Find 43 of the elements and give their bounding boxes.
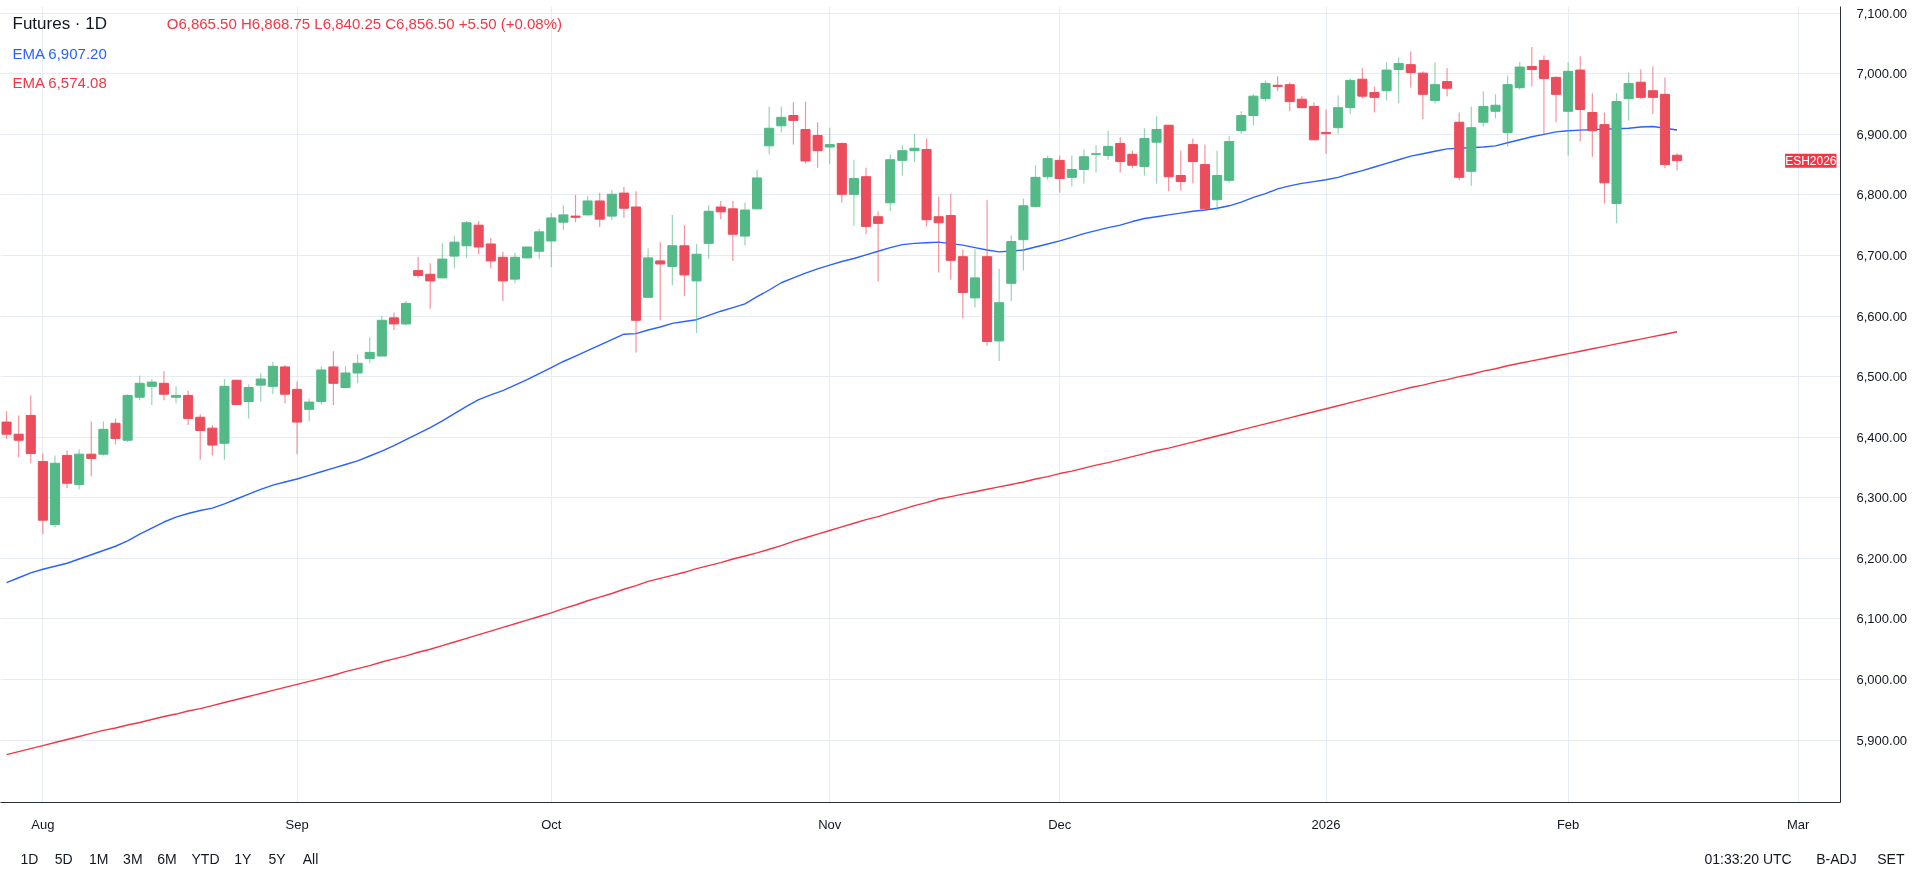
text: All [302, 850, 319, 867]
text: 5D [54, 850, 73, 867]
x-tick-label: Feb [1556, 816, 1580, 832]
text: 3M [123, 850, 143, 867]
text: 6M [157, 850, 177, 867]
text: YTD [191, 850, 220, 867]
annotation: O6,865.50 H6,868.75 L6,840.25 C6,856.50 +5.50 (+0.08%) [166, 15, 563, 32]
y-tick-label: 6,300.00 [1856, 490, 1908, 506]
x-tick-label: 2026 [1311, 816, 1341, 832]
text: 5Y [268, 850, 287, 867]
y-tick-label: 6,700.00 [1856, 247, 1908, 263]
chart-title: Futures · 1D [12, 14, 107, 33]
text: EMA 6,907.20 [12, 45, 107, 62]
candlestick [170, 385, 182, 404]
x-tick-label: Sep [285, 816, 309, 832]
y-tick-label: 6,200.00 [1856, 550, 1908, 566]
line-series [5, 125, 1678, 584]
y-tick-label: 6,600.00 [1856, 308, 1908, 324]
text: 1Y [234, 850, 253, 867]
line-series [5, 331, 1678, 756]
annotation: ESH2026 [1785, 153, 1837, 168]
y-tick-label: 7,100.00 [1856, 5, 1908, 21]
text: 1D [20, 850, 39, 867]
y-tick-label: 6,900.00 [1856, 126, 1908, 142]
y-tick-label: 6,400.00 [1856, 429, 1908, 445]
x-tick-label: Oct [541, 816, 562, 832]
x-tick-label: Mar [1786, 816, 1810, 832]
y-tick-label: 5,900.00 [1856, 732, 1908, 748]
y-tick-label: 7,000.00 [1856, 66, 1908, 82]
text: EMA 6,574.08 [12, 74, 107, 91]
y-tick-label: 6,500.00 [1856, 369, 1908, 385]
x-tick-label: Nov [818, 816, 842, 832]
y-tick-label: 6,100.00 [1856, 611, 1908, 627]
y-tick-label: 6,800.00 [1856, 187, 1908, 203]
candlestick [1672, 152, 1683, 172]
text: B-ADJ [1816, 850, 1857, 867]
text: 1M [88, 850, 109, 867]
x-tick-label: Aug [31, 816, 55, 832]
y-tick-label: 6,000.00 [1856, 672, 1908, 688]
candlestick [388, 311, 399, 331]
x-tick-label: Dec [1048, 816, 1072, 832]
text: 01:33:20 UTC [1704, 850, 1792, 867]
text: SET [1877, 850, 1905, 867]
